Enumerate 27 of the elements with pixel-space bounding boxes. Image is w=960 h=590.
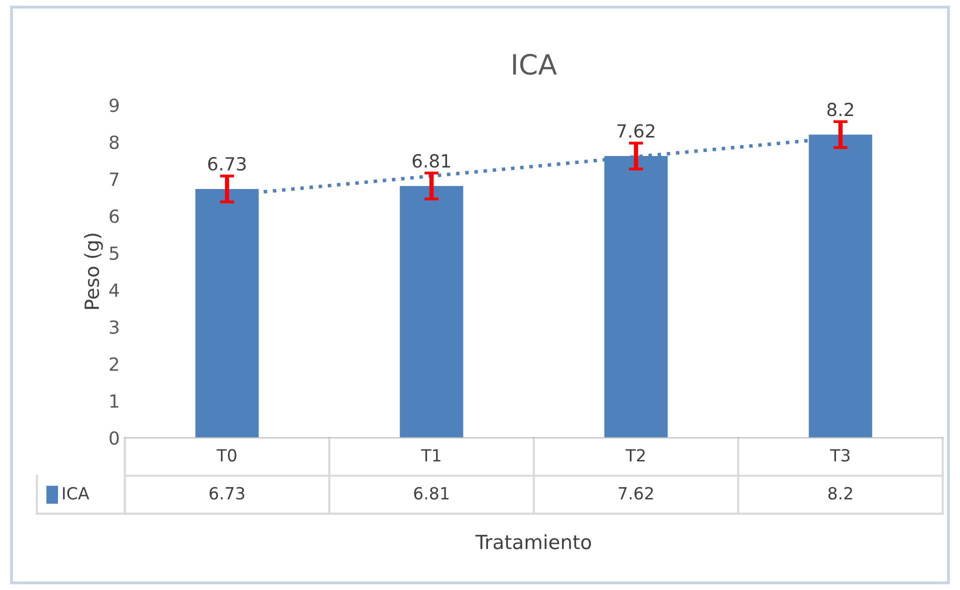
y-tick-label: 5	[110, 246, 118, 260]
data-label: 7.62	[618, 486, 653, 500]
y-tick-label: 2	[110, 357, 118, 371]
data-label: 6.81	[414, 486, 449, 500]
text: 7.62	[617, 124, 654, 138]
y-tick-label: 6	[110, 209, 119, 224]
x-tick-label: T3	[830, 448, 850, 462]
x-axis-title: Tratamiento	[475, 534, 592, 550]
y-tick-label: 4	[109, 284, 119, 297]
chart-title: ICA	[513, 54, 557, 75]
y-tick-label: 8	[110, 135, 119, 150]
y-tick-label: 0	[110, 431, 119, 445]
text: 8.2	[827, 102, 854, 116]
data-label: 6.73	[210, 486, 244, 500]
bar	[400, 186, 464, 438]
y-tick-label: 1	[110, 394, 118, 408]
x-tick-label: T0	[216, 448, 236, 462]
x-tick-label: T2	[626, 448, 645, 462]
y-tick-label: 9	[110, 98, 119, 112]
data-label: 8.2	[828, 486, 852, 500]
y-tick-label: 7	[110, 172, 118, 186]
y-tick-label: 3	[110, 320, 118, 334]
text: 6.81	[412, 154, 450, 168]
text: 6.73	[208, 157, 246, 171]
legend-label: ICA	[63, 486, 90, 500]
y-axis-title: Peso (g)	[84, 234, 103, 309]
x-tick-label: T1	[421, 449, 440, 462]
